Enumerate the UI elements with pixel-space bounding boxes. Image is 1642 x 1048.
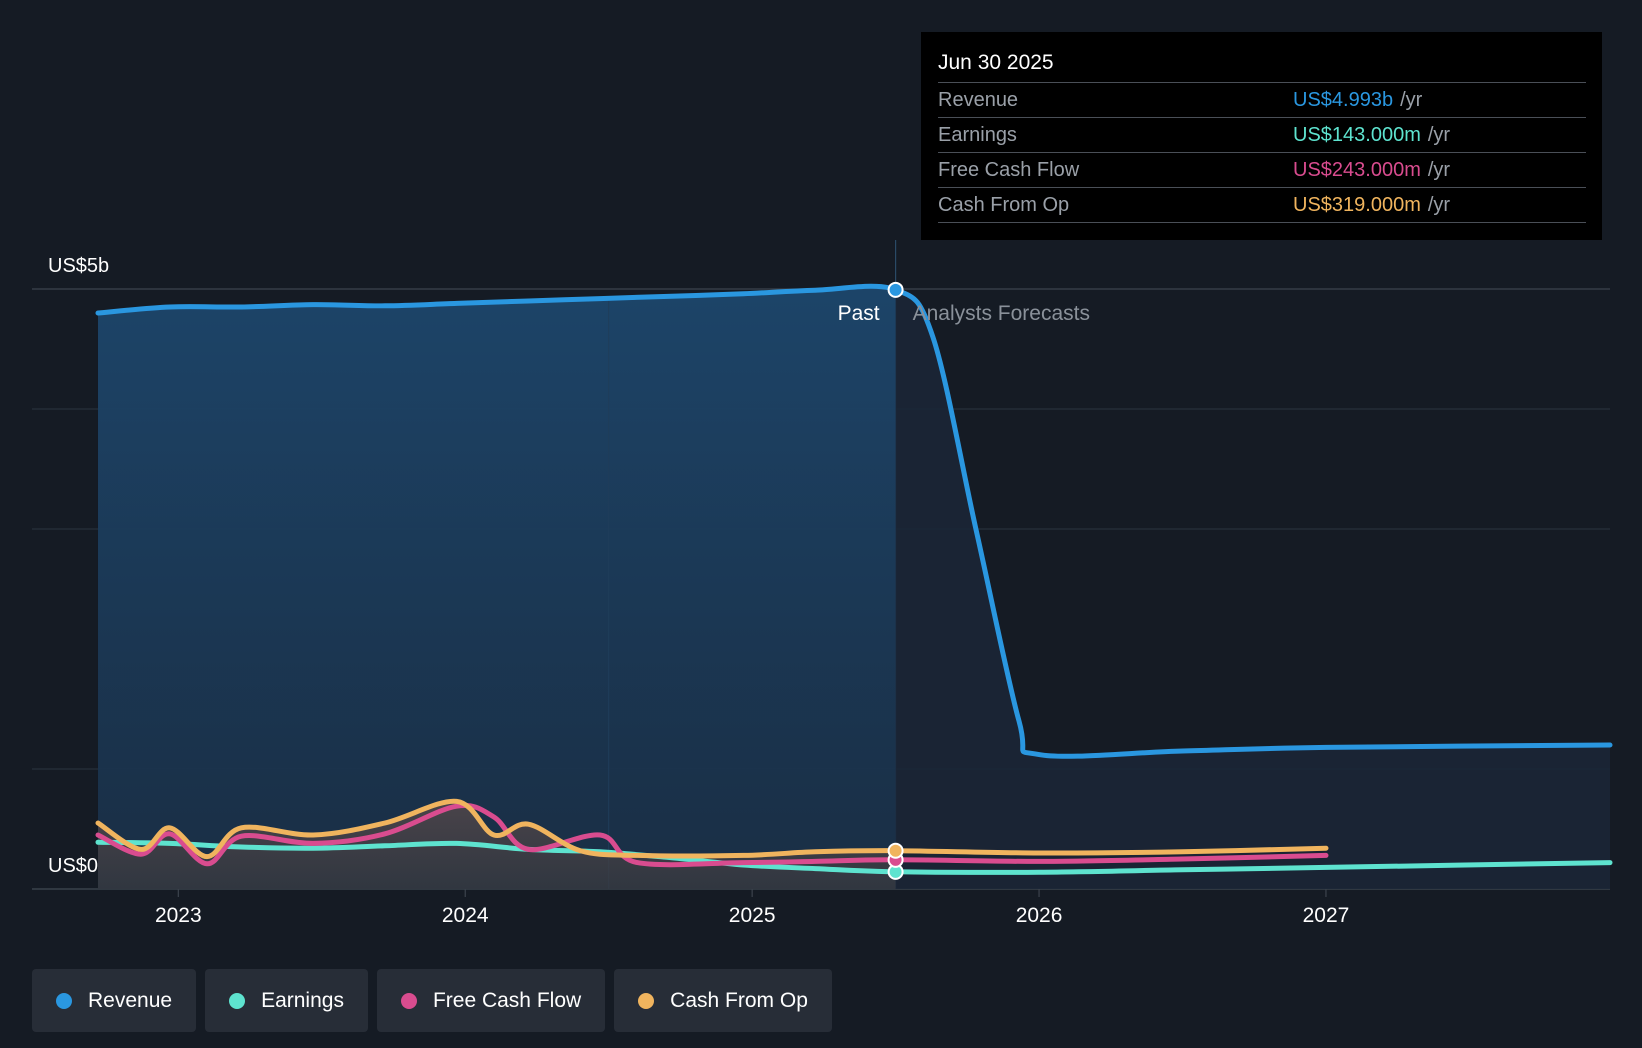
- x-tick-label: 2024: [442, 904, 489, 927]
- text-layer: 2023 2024 2025 2026 2027 US$5b US$0 Past Analyst…: [48, 255, 1349, 927]
- tooltip-label: Free Cash Flow: [938, 158, 1080, 181]
- legend-dot-icon: [638, 992, 655, 1009]
- legend-label: Earnings: [261, 988, 344, 1012]
- x-tick-label: 2023: [155, 904, 202, 927]
- series-line-cash-from-op: [95, 798, 1329, 860]
- revenue-past-area: [97, 286, 896, 889]
- fill-layer: [97, 286, 1610, 889]
- legend-dot-icon: [400, 992, 417, 1009]
- tooltip-value: US$243.000m: [1293, 158, 1421, 181]
- tooltip-unit: /yr: [1400, 88, 1423, 111]
- y-axis-label-bottom: US$0: [48, 855, 98, 877]
- marker-cash-from-op: [887, 842, 904, 859]
- tooltip-row-free-cash-flow: Free Cash Flow US$243.000m /yr: [938, 152, 1586, 187]
- tooltip-date: Jun 30 2025: [938, 51, 1054, 74]
- series-line-revenue: [95, 283, 1613, 759]
- x-tick-label: 2025: [729, 904, 776, 927]
- tooltip-row-earnings: Earnings US$143.000m /yr: [938, 117, 1586, 152]
- tooltip-unit: /yr: [1427, 158, 1451, 181]
- legend-dot-icon: [56, 992, 72, 1009]
- x-tick-label: 2026: [1016, 904, 1063, 927]
- forecast-label: Analysts Forecasts: [913, 302, 1090, 325]
- legend-item-revenue[interactable]: Revenue: [32, 969, 197, 1032]
- tooltip-label: Cash From Op: [938, 193, 1070, 216]
- legend-dot-icon: [229, 992, 246, 1009]
- series-line-free-cash-flow: [95, 803, 1329, 868]
- past-label: Past: [838, 302, 880, 325]
- tooltip-panel: Jun 30 2025 Revenue US$4.993b /yr Earnin…: [921, 32, 1602, 240]
- legend-label: Free Cash Flow: [432, 988, 582, 1012]
- tooltip-label: Revenue: [938, 88, 1019, 111]
- legend-item-free-cash-flow[interactable]: Free Cash Flow: [376, 969, 606, 1032]
- tooltip-value: US$143.000m: [1293, 123, 1421, 146]
- tooltip-row-revenue: Revenue US$4.993b /yr: [938, 82, 1586, 117]
- tooltip-unit: /yr: [1427, 123, 1451, 146]
- legend: Revenue Earnings Free Cash Flow Cash Fro…: [32, 969, 841, 1032]
- legend-item-earnings[interactable]: Earnings: [205, 969, 368, 1032]
- tooltip-value: US$4.993b: [1293, 88, 1394, 111]
- tooltip-value: US$319.000m: [1293, 193, 1421, 216]
- x-tick-label: 2027: [1303, 904, 1350, 927]
- line-layer: [95, 281, 1613, 880]
- legend-item-cash-from-op[interactable]: Cash From Op: [614, 969, 832, 1032]
- tooltip-unit: /yr: [1427, 193, 1451, 216]
- series-line-earnings: [95, 839, 1613, 875]
- tooltip-label: Earnings: [938, 123, 1017, 146]
- marker-revenue: [887, 281, 904, 298]
- legend-label: Revenue: [88, 988, 173, 1012]
- y-axis-label-top: US$5b: [48, 255, 109, 277]
- tooltip-row-cash-from-op: Cash From Op US$319.000m /yr: [938, 187, 1586, 223]
- legend-label: Cash From Op: [670, 988, 808, 1012]
